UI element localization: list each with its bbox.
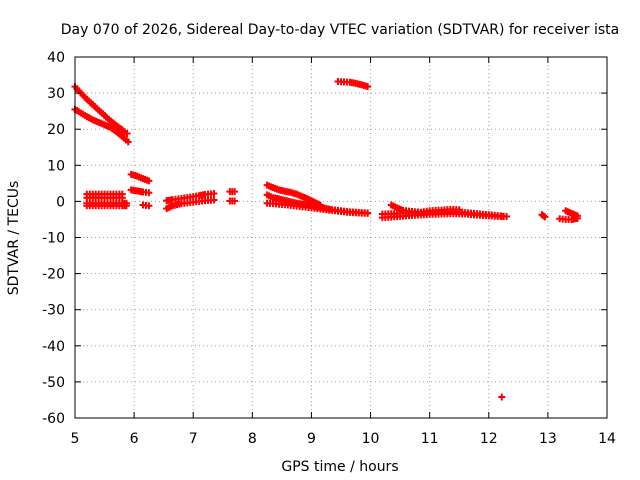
- data-point: [145, 189, 153, 197]
- data-point: [455, 206, 463, 214]
- x-tick-label: 9: [307, 431, 316, 447]
- y-tick-label: -60: [42, 411, 65, 427]
- y-axis-label: SDTVAR / TECUs: [6, 181, 22, 296]
- series-track-t: [387, 201, 463, 216]
- series-track-l: [226, 188, 239, 196]
- data-points: [71, 78, 581, 401]
- y-tick-label: -20: [42, 267, 65, 283]
- x-tick-label: 14: [598, 431, 616, 447]
- data-point: [124, 138, 132, 146]
- chart-title: Day 070 of 2026, Sidereal Day-to-day VTE…: [61, 22, 619, 38]
- data-point: [498, 393, 506, 401]
- y-tick-label: 30: [47, 86, 65, 102]
- data-point: [145, 177, 153, 185]
- series-track-i: [139, 201, 153, 210]
- series-track-f: [83, 202, 130, 210]
- data-point: [500, 213, 508, 221]
- data-point: [210, 196, 218, 204]
- data-point: [231, 188, 239, 196]
- y-axis-ticks: -60 -50 -40 -30 -20 -10 0 10 20 30 40: [42, 50, 607, 427]
- series-track-k: [163, 196, 218, 213]
- y-tick-label: 0: [56, 194, 65, 210]
- y-tick-label: -50: [42, 375, 65, 391]
- series-track-g: [127, 170, 153, 185]
- x-tick-label: 13: [539, 431, 557, 447]
- series-track-p: [263, 199, 372, 217]
- series-track-m: [226, 197, 239, 205]
- x-axis-label: GPS time / hours: [281, 459, 398, 475]
- data-point: [210, 189, 218, 197]
- y-tick-label: -10: [42, 231, 65, 247]
- data-point: [573, 212, 581, 220]
- series-track-w: [562, 207, 581, 220]
- x-tick-label: 6: [130, 431, 139, 447]
- x-axis-ticks: 5 6 7 8 9 10 11 12 13 14: [71, 57, 616, 447]
- data-point: [122, 202, 130, 210]
- x-tick-label: 12: [480, 431, 498, 447]
- y-tick-label: -30: [42, 303, 65, 319]
- y-tick-label: 40: [47, 50, 65, 66]
- series-track-q: [334, 78, 372, 91]
- series-outlier: [498, 393, 506, 401]
- x-tick-label: 7: [189, 431, 198, 447]
- y-tick-label: 20: [47, 122, 65, 138]
- series-track-u: [538, 211, 549, 221]
- series-track-h: [127, 186, 153, 197]
- data-point: [364, 209, 372, 217]
- y-tick-label: -40: [42, 339, 65, 355]
- data-point: [145, 202, 153, 210]
- x-tick-label: 10: [362, 431, 380, 447]
- data-point: [231, 197, 239, 205]
- data-point: [123, 130, 131, 138]
- data-point: [541, 213, 549, 221]
- x-tick-label: 8: [248, 431, 257, 447]
- x-tick-label: 11: [421, 431, 439, 447]
- data-point: [364, 83, 372, 91]
- grid-lines: [75, 57, 607, 418]
- series-track-b: [71, 105, 132, 146]
- y-tick-label: 10: [47, 158, 65, 174]
- x-tick-label: 5: [71, 431, 80, 447]
